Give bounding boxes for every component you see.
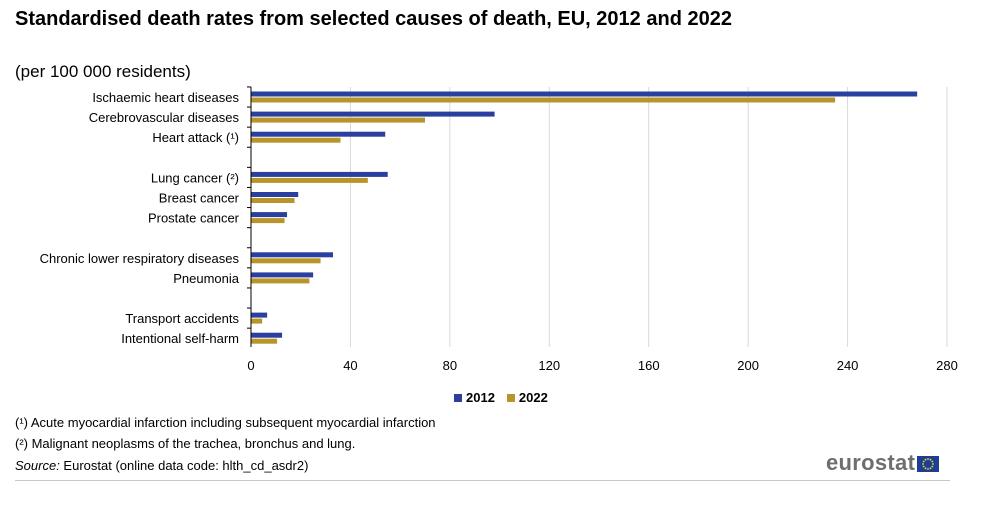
category-label: Prostate cancer [148,211,240,226]
bar-2022 [251,117,425,123]
bar-2022 [251,218,285,224]
bar-2022 [251,177,368,183]
category-label: Cerebrovascular diseases [89,110,240,125]
source-text: Eurostat (online data code: hlth_cd_asdr… [59,458,309,473]
x-tick-label: 0 [247,358,254,373]
chart-title: Standardised death rates from selected c… [15,8,732,30]
legend-item-2022: 2022 [506,390,548,405]
bar-2022 [251,97,836,103]
legend-label-2022: 2022 [518,390,548,405]
x-tick-label: 200 [737,358,759,373]
bar-2012 [251,192,299,197]
x-tick-label: 240 [837,358,859,373]
bar-2012 [251,171,388,177]
bar-2012 [251,312,268,318]
category-label: Intentional self-harm [121,331,239,346]
chart-subtitle: (per 100 000 residents) [15,62,191,81]
category-label: Chronic lower respiratory diseases [40,251,240,266]
eurostat-logo: eurostat [826,450,940,476]
x-tick-label: 280 [936,358,958,373]
category-label: Heart attack (¹) [152,130,239,145]
bar-2022 [251,137,341,143]
bar-2022 [251,198,295,203]
source-label: Source: [15,458,60,473]
footnote-1: (¹) Acute myocardial infarction includin… [15,415,436,430]
logo-text: eurostat [826,450,916,475]
x-tick-label: 40 [343,358,357,373]
bottom-rule [15,480,950,481]
eu-flag-icon [917,456,940,472]
category-label: Transport accidents [125,311,239,326]
category-label: Breast cancer [159,191,240,206]
bar-2012 [251,131,386,137]
bar-2022 [251,338,278,344]
bar-2012 [251,91,918,97]
category-label: Ischaemic heart diseases [92,90,239,105]
legend-swatch-2022 [506,393,515,402]
x-tick-label: 80 [443,358,457,373]
bar-2012 [251,212,288,218]
bar-2012 [251,332,283,338]
x-tick-label: 160 [638,358,660,373]
bar-2012 [251,272,314,278]
category-label: Pneumonia [173,271,240,286]
bar-2012 [251,252,334,258]
legend-item-2012: 2012 [454,390,495,405]
chart-legend: 2012 2022 [454,390,548,405]
bar-2022 [251,278,310,284]
category-label: Lung cancer (²) [151,170,239,185]
bar-2012 [251,111,495,117]
footnote-2: (²) Malignant neoplasms of the trachea, … [15,436,356,451]
bar-2022 [251,318,263,324]
bar-chart: 0 40 80 120 160 200 240 280 Ischaemic heart dise… [40,86,958,373]
x-tick-label: 120 [538,358,560,373]
legend-label-2012: 2012 [466,390,495,405]
source-line: Source: Eurostat (online data code: hlth… [15,458,308,473]
legend-swatch-2012 [454,393,462,402]
bar-2022 [251,258,321,264]
